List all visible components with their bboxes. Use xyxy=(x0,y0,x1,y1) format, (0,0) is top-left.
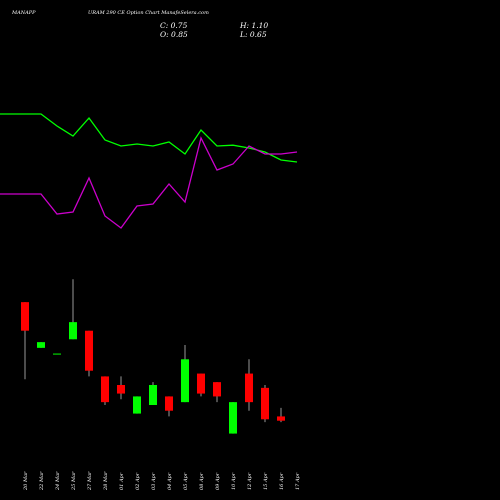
x-tick-label: 22 Mar xyxy=(39,471,45,491)
x-tick-label: 05 Apr xyxy=(183,472,189,490)
high-value: H: 1.10 xyxy=(240,21,269,30)
x-tick-label: 16 Apr xyxy=(279,472,285,490)
candle-up xyxy=(229,402,237,434)
magenta-indicator-line xyxy=(0,136,298,229)
candle-down xyxy=(101,376,109,403)
candle-down xyxy=(117,385,125,394)
candle-down xyxy=(21,302,29,331)
candle-down xyxy=(197,373,205,394)
x-tick-label: 20 Mar xyxy=(23,471,29,491)
chart-title: URAM 290 CE Option Chart ManafeSelera.co… xyxy=(88,10,209,16)
candle-down xyxy=(213,382,221,397)
candle-up xyxy=(69,322,77,340)
candle-up xyxy=(149,385,157,405)
chart-symbol: MANAPP xyxy=(12,10,36,16)
x-tick-label: 24 Mar xyxy=(55,471,61,491)
x-tick-label: 03 Apr xyxy=(151,472,157,490)
x-tick-label: 09 Apr xyxy=(215,472,221,490)
candle-up xyxy=(53,353,61,355)
x-tick-label: 15 Apr xyxy=(263,472,269,490)
candle-down xyxy=(245,373,253,403)
x-tick-label: 08 Apr xyxy=(199,472,205,490)
x-tick-label: 01 Apr xyxy=(119,472,125,490)
x-tick-label: 02 Apr xyxy=(135,472,141,490)
candle-up xyxy=(37,342,45,348)
x-tick-label: 10 Apr xyxy=(231,472,237,490)
x-tick-label: 17 Apr xyxy=(295,472,301,490)
candle-up xyxy=(133,396,141,414)
low-value: L: 0.65 xyxy=(240,30,267,39)
x-tick-label: 12 Apr xyxy=(247,472,253,490)
candle-down xyxy=(85,330,93,371)
x-tick-label: 27 Mar xyxy=(87,471,93,491)
open-value: O: 0.85 xyxy=(160,30,188,39)
candle-up xyxy=(181,359,189,403)
x-tick-label: 28 Mar xyxy=(103,471,109,491)
x-tick-label: 25 Mar xyxy=(71,471,77,491)
candle-down xyxy=(277,416,285,421)
close-value: C: 0.75 xyxy=(160,21,188,30)
x-tick-label: 04 Apr xyxy=(167,472,173,490)
green-indicator-line xyxy=(0,113,298,163)
candle-down xyxy=(261,387,269,420)
candle-down xyxy=(165,396,173,411)
